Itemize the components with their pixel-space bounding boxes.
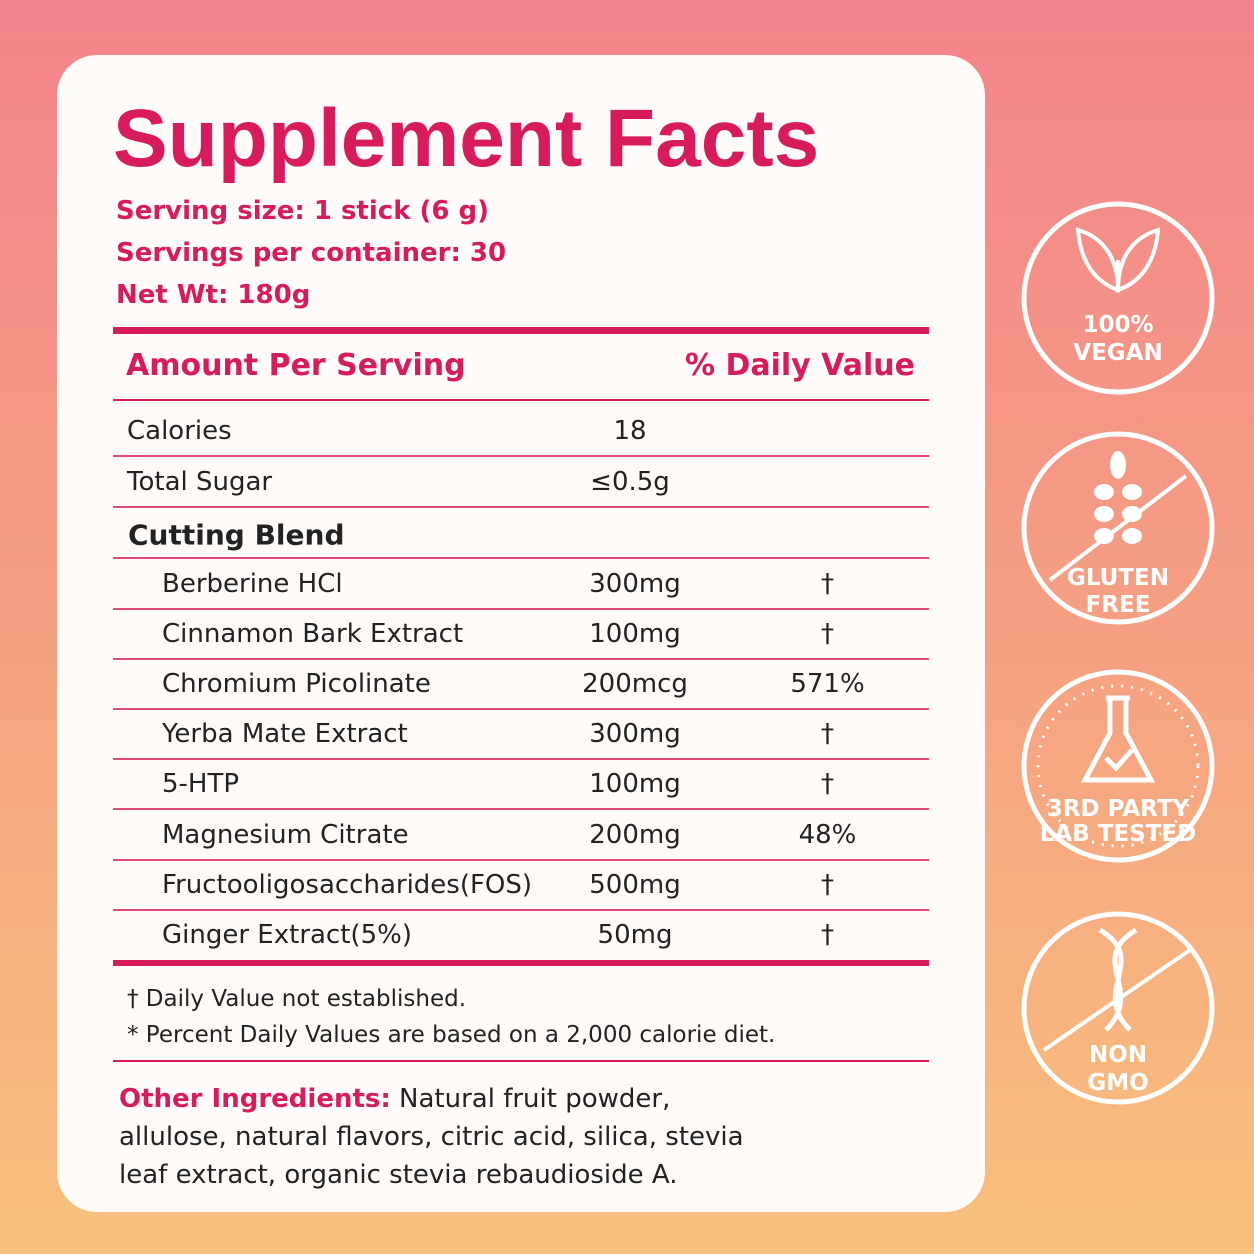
ingredient-amount: 300mg <box>589 719 681 750</box>
ingredient-dv: † <box>821 869 834 900</box>
footnote: † Daily Value not established. <box>127 986 467 1012</box>
rule <box>113 658 929 661</box>
badge-text: LAB TESTED <box>1040 821 1196 847</box>
badge: GLUTEN FREE <box>1021 431 1215 625</box>
section: Cutting Blend <box>128 518 345 552</box>
footnote: * Percent Daily Values are based on a 2,… <box>127 1022 776 1048</box>
badge: 3RD PARTY LAB TESTED <box>1021 669 1215 863</box>
rule <box>113 506 929 508</box>
badge-text: 100% <box>1082 312 1153 338</box>
ingredient-amount: 300mg <box>589 569 681 599</box>
ingredient-name: Berberine HCl <box>162 569 343 599</box>
ingredient-name: Chromium Picolinate <box>162 669 431 700</box>
badge: NON GMO <box>1021 911 1215 1105</box>
rule <box>113 908 929 911</box>
serving-line: Serving size: 1 stick (6 g) <box>116 196 490 226</box>
badge-text: GLUTEN <box>1067 565 1169 591</box>
rule <box>113 858 929 861</box>
ingredient-dv: † <box>821 719 834 750</box>
other-ingredients: Other Ingredients: Natural fruit powder,… <box>119 1080 779 1194</box>
ingredient-name: Ginger Extract(5%) <box>162 919 412 950</box>
ingredient-dv: † <box>821 919 834 950</box>
badge-text: FREE <box>1086 592 1151 618</box>
ingredient-name: 5-HTP <box>162 769 240 800</box>
rule <box>113 960 929 966</box>
title: Supplement Facts <box>113 93 820 184</box>
rule <box>113 327 929 334</box>
badge-text: NON <box>1089 1042 1147 1068</box>
ingredient-amount: 500mg <box>589 869 681 900</box>
text: Natural fruit powder, allulose, natural … <box>119 1084 744 1190</box>
rule <box>113 758 929 761</box>
ingredient-name: Yerba Mate Extract <box>162 719 408 750</box>
badge-text: 3RD PARTY <box>1047 796 1190 822</box>
ingredient-name: Cinnamon Bark Extract <box>162 619 464 650</box>
ingredient-amount: 200mcg <box>582 669 688 700</box>
ingredient-amount: 50mg <box>597 919 673 950</box>
rule <box>113 708 929 711</box>
badge: 100% VEGAN <box>1021 201 1215 395</box>
ingredient-name: Fructooligosaccharides(FOS) <box>162 869 533 900</box>
rule <box>113 1060 929 1062</box>
row-amount: 18 <box>613 416 647 446</box>
ingredient-dv: 571% <box>790 669 865 700</box>
serving-line: Net Wt: 180g <box>116 280 311 310</box>
rule <box>113 399 929 401</box>
badge-text: VEGAN <box>1073 340 1162 366</box>
ingredient-dv: † <box>821 769 834 800</box>
badge-text: GMO <box>1087 1070 1148 1096</box>
row-name: Total Sugar <box>127 467 273 497</box>
ingredient-amount: 200mg <box>589 819 681 850</box>
rule <box>113 455 929 457</box>
ingredient-amount: 100mg <box>589 619 681 650</box>
ingredient-amount: 100mg <box>589 769 681 800</box>
ingredient-dv: 48% <box>798 819 857 850</box>
ingredient-dv: † <box>821 619 834 650</box>
header: % Daily Value <box>684 348 915 383</box>
ingredient-dv: † <box>821 569 834 599</box>
rule <box>113 608 929 610</box>
row-amount: ≤0.5g <box>590 467 670 497</box>
rule <box>113 808 929 811</box>
rule <box>113 557 929 559</box>
row-name: Calories <box>127 416 232 446</box>
serving-line: Servings per container: 30 <box>116 238 507 268</box>
facts-card <box>57 55 985 1212</box>
label: Other Ingredients: <box>119 1084 391 1114</box>
ingredient-name: Magnesium Citrate <box>162 819 409 850</box>
header: Amount Per Serving <box>126 348 466 383</box>
